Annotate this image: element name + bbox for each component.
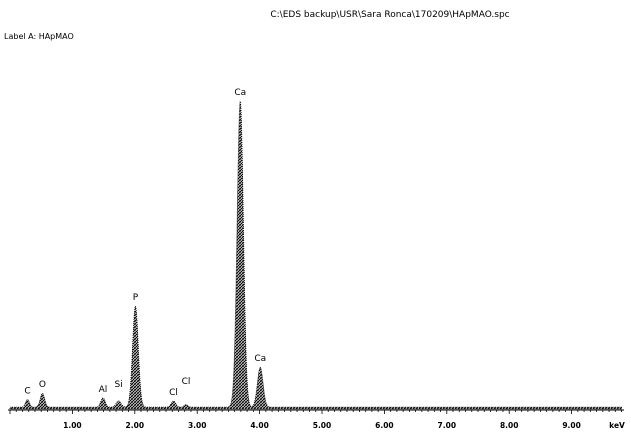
x-tick-label: 6.00 — [375, 421, 394, 430]
x-tick-label: 1.00 — [63, 421, 82, 430]
x-tick-label: 7.00 — [438, 421, 457, 430]
x-unit-label: keV — [609, 421, 625, 430]
chart-title: C:\EDS backup\USR\Sara Ronca\170209\HApM… — [270, 10, 510, 20]
peak-label-cl: Cl — [169, 388, 178, 398]
peak-label-si: Si — [114, 380, 122, 390]
x-tick-label: 9.00 — [562, 421, 581, 430]
x-tick-label: 5.00 — [313, 421, 332, 430]
x-tick-label: 2.00 — [126, 421, 145, 430]
spectrum-label: Label A: HApMAO — [4, 32, 74, 41]
peak-label-ca: Ca — [254, 354, 266, 364]
peak-label-c: C — [24, 386, 30, 396]
peak-label-p: P — [133, 293, 139, 303]
x-tick-label: 8.00 — [500, 421, 519, 430]
peak-label-o: O — [39, 380, 46, 390]
peak-label-al: Al — [99, 385, 108, 395]
x-tick-label: 4.00 — [250, 421, 269, 430]
spectrum-area — [9, 101, 622, 410]
peak-label-cl: Cl — [182, 377, 191, 387]
x-tick-label: 3.00 — [188, 421, 207, 430]
peak-label-ca: Ca — [234, 88, 246, 98]
